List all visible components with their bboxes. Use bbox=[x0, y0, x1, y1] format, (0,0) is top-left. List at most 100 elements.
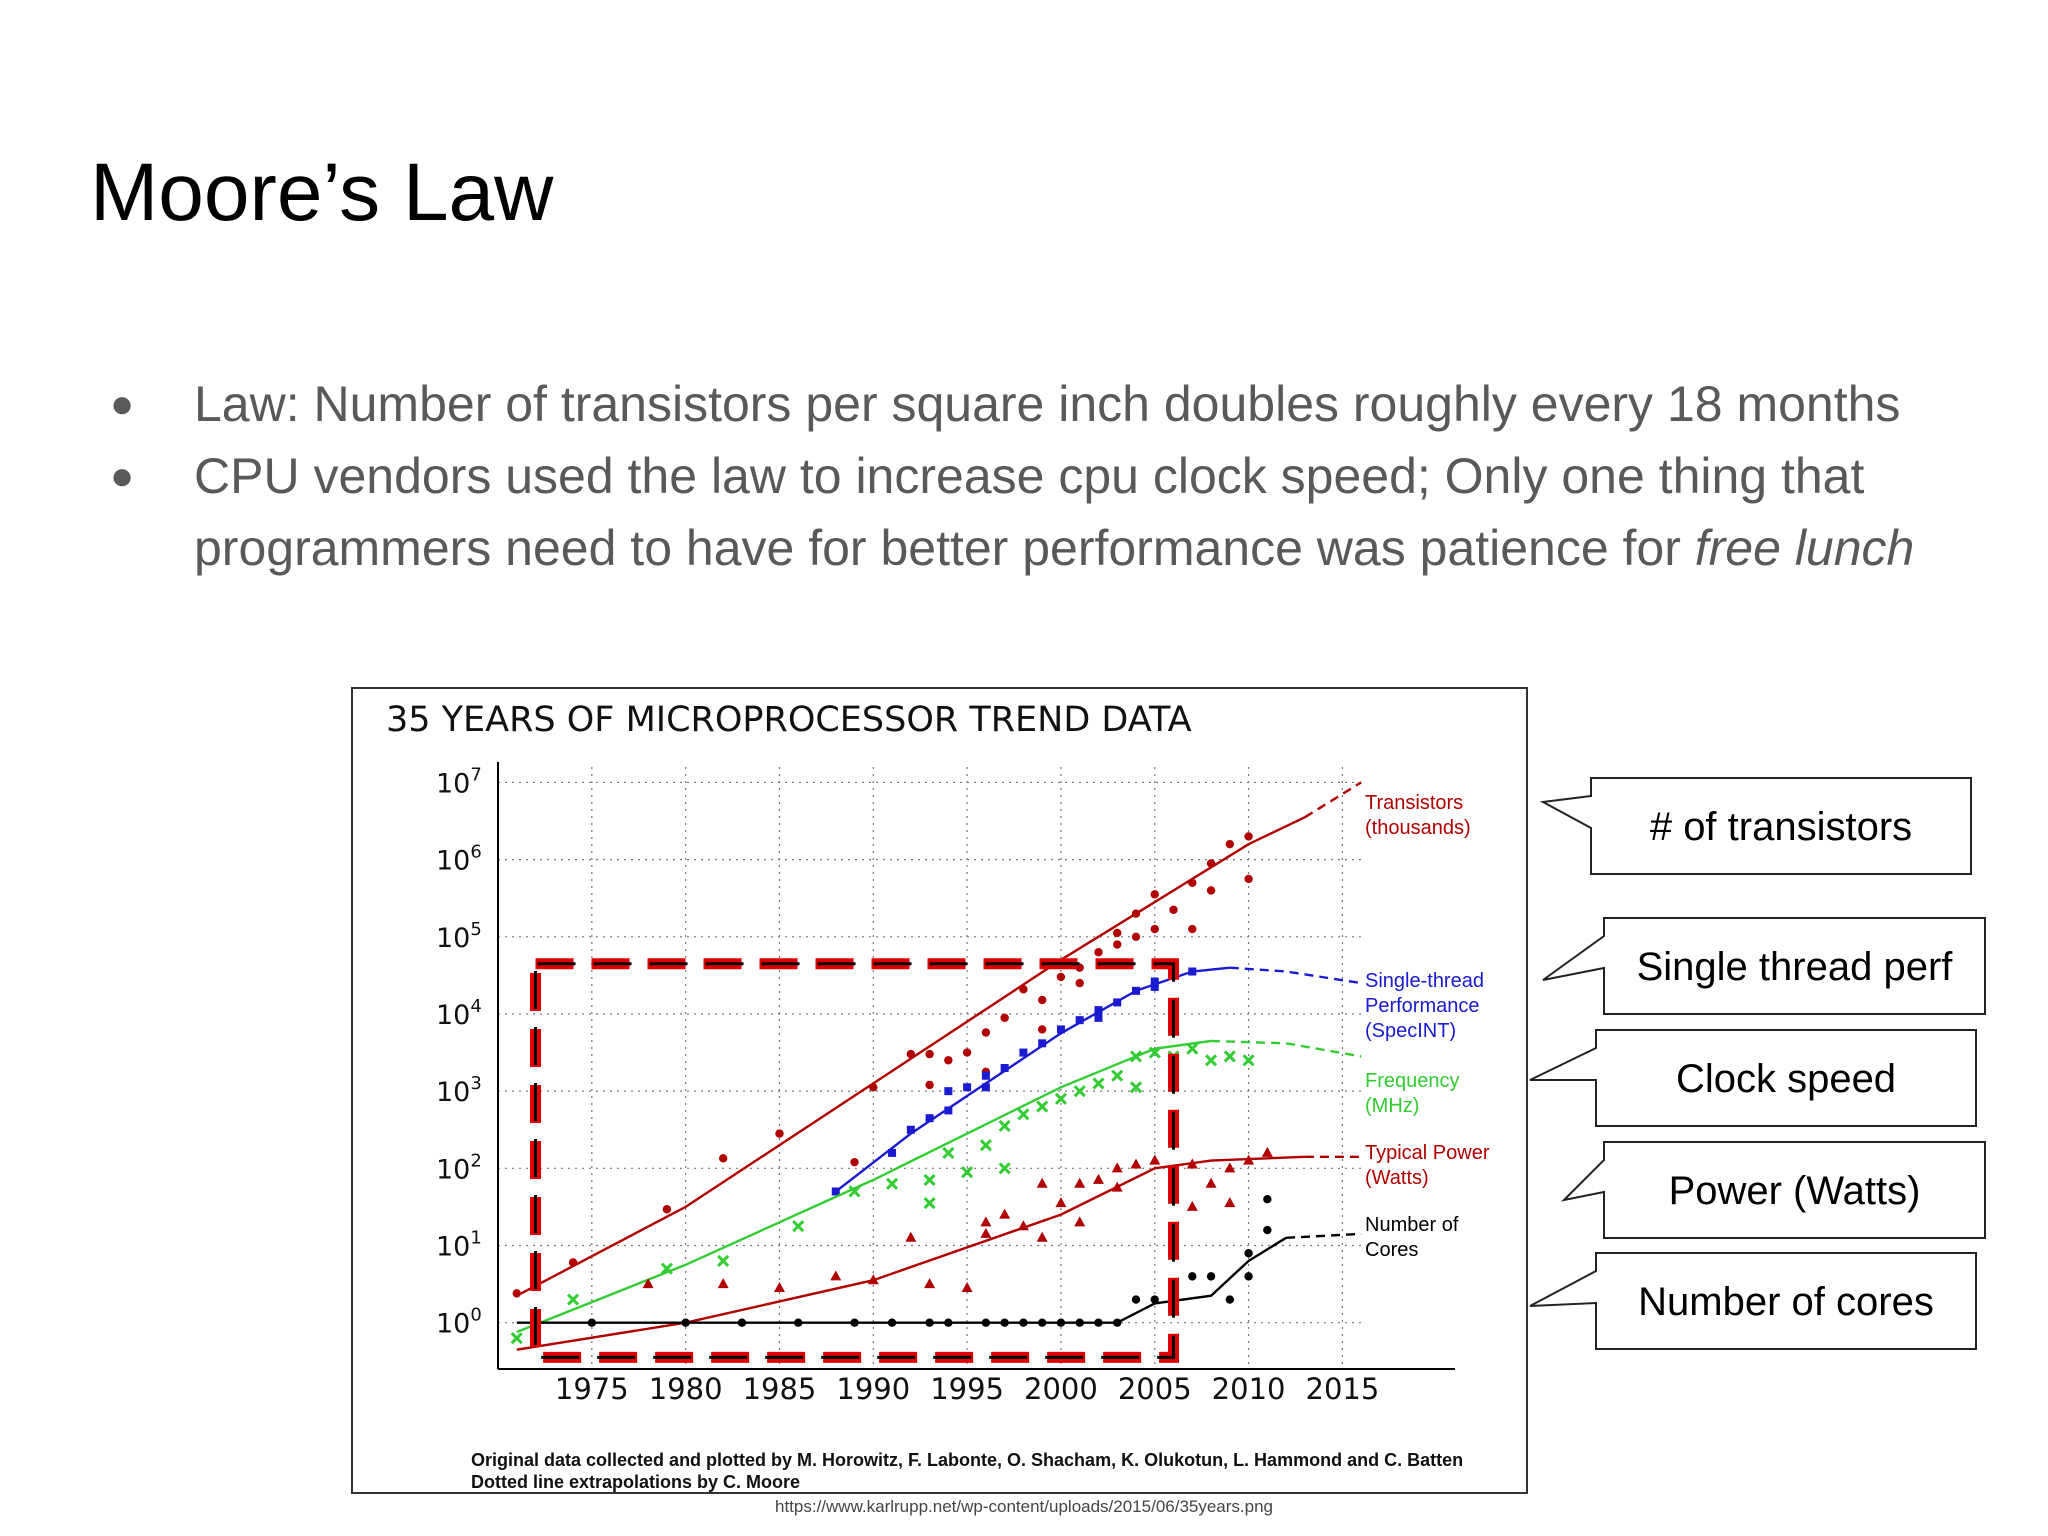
data-point bbox=[568, 1258, 578, 1267]
data-point bbox=[1243, 1154, 1255, 1165]
legend-label: (thousands) bbox=[1365, 817, 1471, 839]
y-tick-exponent: 3 bbox=[470, 1073, 481, 1094]
data-point bbox=[1131, 1295, 1141, 1304]
data-point bbox=[1113, 940, 1122, 949]
x-tick-label: 1975 bbox=[555, 1372, 629, 1406]
data-point bbox=[867, 1274, 879, 1285]
bullet-emphasis: free lunch bbox=[1694, 520, 1915, 576]
data-point bbox=[681, 1318, 690, 1327]
x-tick-label: 1985 bbox=[743, 1372, 817, 1406]
y-tick-exponent: 5 bbox=[470, 919, 481, 940]
data-point bbox=[1075, 1016, 1084, 1025]
data-point bbox=[1094, 1006, 1103, 1015]
x-tick-label: 1995 bbox=[930, 1372, 1004, 1406]
legend-label: Performance bbox=[1365, 995, 1480, 1017]
data-point bbox=[1244, 1272, 1253, 1281]
data-point bbox=[1092, 1077, 1105, 1090]
callout-label: Number of cores bbox=[1638, 1280, 1934, 1324]
data-point bbox=[1261, 1146, 1273, 1157]
data-point bbox=[924, 1278, 936, 1289]
data-point bbox=[1225, 839, 1235, 849]
chart-title: 35 YEARS OF MICROPROCESSOR TREND DATA bbox=[386, 700, 1192, 740]
legend-label: (SpecINT) bbox=[1365, 1020, 1456, 1042]
callout-box: Power (Watts) bbox=[1560, 1141, 1986, 1239]
data-point bbox=[925, 1114, 934, 1123]
data-point bbox=[981, 1071, 990, 1080]
x-tick-label: 2010 bbox=[1212, 1372, 1286, 1406]
data-point bbox=[888, 1148, 897, 1157]
data-point bbox=[1224, 1162, 1236, 1173]
x-tick-label: 2005 bbox=[1118, 1372, 1192, 1406]
data-point bbox=[660, 1262, 673, 1275]
data-point bbox=[961, 1281, 973, 1292]
data-point bbox=[794, 1318, 803, 1327]
data-point bbox=[906, 1125, 915, 1134]
callout-shape bbox=[1542, 917, 1986, 1015]
callout-shape bbox=[1529, 1029, 1977, 1127]
data-point bbox=[1188, 924, 1197, 934]
data-point bbox=[1075, 1318, 1084, 1327]
data-point bbox=[942, 1146, 955, 1159]
data-point bbox=[1131, 932, 1141, 941]
callout-shape bbox=[1539, 777, 1972, 875]
data-point bbox=[1000, 1013, 1009, 1023]
data-point bbox=[1000, 1064, 1009, 1072]
data-point bbox=[1188, 878, 1197, 887]
data-point bbox=[1223, 1050, 1236, 1063]
data-point bbox=[887, 1318, 897, 1327]
data-point bbox=[998, 1119, 1011, 1132]
data-point bbox=[1224, 1197, 1236, 1208]
bullet-item: ● Law: Number of transistors per square … bbox=[110, 368, 2010, 440]
x-tick-label: 1990 bbox=[836, 1372, 910, 1406]
data-point bbox=[1244, 832, 1253, 841]
data-point bbox=[1017, 1220, 1029, 1231]
data-point bbox=[1073, 1085, 1086, 1098]
data-point bbox=[885, 1177, 899, 1190]
data-point bbox=[1263, 1225, 1272, 1235]
data-point bbox=[1111, 1162, 1123, 1173]
data-point bbox=[944, 1087, 953, 1096]
legend-label: Number of bbox=[1365, 1214, 1459, 1236]
x-tick-label: 1980 bbox=[649, 1372, 723, 1406]
data-point bbox=[718, 1154, 728, 1163]
y-tick-exponent: 1 bbox=[470, 1228, 481, 1249]
data-point bbox=[1038, 1039, 1047, 1048]
legend-label: (Watts) bbox=[1365, 1167, 1429, 1189]
data-point bbox=[944, 1106, 953, 1115]
data-point bbox=[1075, 963, 1084, 972]
data-point bbox=[717, 1278, 729, 1289]
data-point bbox=[925, 1080, 934, 1090]
data-point bbox=[1113, 928, 1122, 938]
data-point bbox=[1111, 1069, 1124, 1082]
data-point bbox=[1056, 1318, 1066, 1327]
data-point bbox=[642, 1278, 654, 1289]
y-tick-exponent: 6 bbox=[470, 842, 481, 863]
trend-line bbox=[516, 1236, 1287, 1324]
bullet-text: Law: Number of transistors per square in… bbox=[194, 376, 1901, 432]
data-point bbox=[1150, 977, 1159, 986]
data-point bbox=[963, 1083, 972, 1092]
data-point bbox=[792, 1220, 805, 1233]
chart-frame: 35 YEARS OF MICROPROCESSOR TREND DATA 197… bbox=[351, 687, 1528, 1494]
data-point bbox=[1188, 967, 1197, 976]
data-point bbox=[925, 1318, 934, 1327]
data-point bbox=[979, 1139, 992, 1152]
data-point bbox=[1094, 1318, 1103, 1327]
data-point bbox=[1204, 1054, 1218, 1067]
data-point bbox=[510, 1332, 523, 1345]
data-point bbox=[773, 1281, 785, 1292]
data-point bbox=[1055, 1197, 1067, 1208]
data-point bbox=[1206, 1272, 1216, 1281]
callout-label: Single thread perf bbox=[1637, 945, 1954, 989]
callout-label: # of transistors bbox=[1650, 805, 1912, 849]
legend-label: Frequency bbox=[1365, 1070, 1460, 1092]
data-point bbox=[850, 1318, 859, 1327]
data-point bbox=[1131, 909, 1141, 918]
bullet-item: ● CPU vendors used the law to increase c… bbox=[110, 440, 2010, 584]
legend-label: Typical Power bbox=[1365, 1142, 1490, 1164]
data-point bbox=[1111, 1181, 1123, 1192]
data-point bbox=[1129, 1081, 1143, 1094]
data-point bbox=[1113, 998, 1122, 1007]
callout-box: Clock speed bbox=[1529, 1029, 1977, 1127]
data-point bbox=[512, 1289, 521, 1298]
